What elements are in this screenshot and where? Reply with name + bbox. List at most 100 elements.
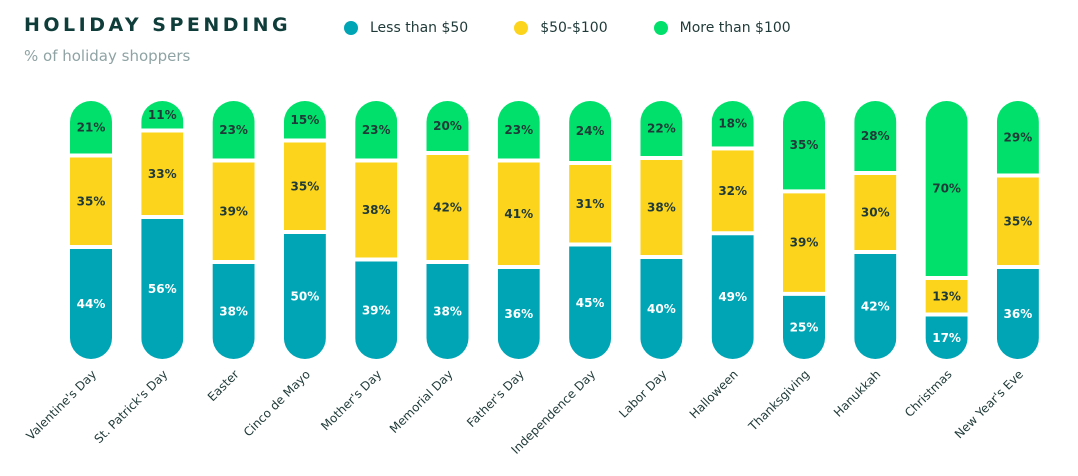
bar-segment-hanukkah-less-than-50 xyxy=(854,254,897,359)
data-label-mother-s-day-more-than-100: 23% xyxy=(362,123,391,137)
bar-segment-independence-day-less-than-50 xyxy=(569,246,612,359)
bar-segment-new-year-s-eve-less-than-50 xyxy=(996,269,1039,359)
bar-father-s-day xyxy=(497,101,540,359)
bar-segment-easter-less-than-50 xyxy=(212,264,255,359)
x-tick-label-mother-s-day: Mother's Day xyxy=(318,367,384,433)
legend-label-50-100: $50-$100 xyxy=(540,20,608,36)
bar-mother-s-day xyxy=(355,101,398,359)
bar-segment-father-s-day-less-than-50 xyxy=(497,269,540,359)
data-label-mother-s-day-50-100: 38% xyxy=(362,203,391,217)
bar-segment-mother-s-day-less-than-50 xyxy=(355,261,398,359)
bar-segment-thanksgiving-50-100 xyxy=(783,193,825,292)
data-label-valentine-s-day-less-than-50: 44% xyxy=(77,297,106,311)
x-tick-label-new-year-s-eve: New Year's Eve xyxy=(952,367,1026,441)
data-label-labor-day-50-100: 38% xyxy=(647,201,676,215)
data-label-father-s-day-less-than-50: 36% xyxy=(504,307,533,321)
data-label-christmas-less-than-50: 17% xyxy=(932,331,961,345)
bar-segment-father-s-day-50-100 xyxy=(497,162,540,265)
chart-legend: Less than $50 $50-$100 More than $100 xyxy=(344,20,837,36)
bar-halloween xyxy=(711,101,754,359)
bar-segment-valentine-s-day-more-than-100 xyxy=(70,101,112,154)
legend-swatch-less-than-50 xyxy=(344,21,358,35)
bar-thanksgiving xyxy=(783,101,825,359)
bar-segment-valentine-s-day-less-than-50 xyxy=(70,249,112,359)
data-label-valentine-s-day-50-100: 35% xyxy=(77,194,106,208)
bar-segment-hanukkah-50-100 xyxy=(854,175,897,250)
data-label-thanksgiving-more-than-100: 35% xyxy=(790,138,819,152)
data-label-independence-day-less-than-50: 45% xyxy=(576,296,605,310)
data-label-st-patrick-s-day-more-than-100: 11% xyxy=(148,108,177,122)
data-label-labor-day-more-than-100: 22% xyxy=(647,122,676,136)
bar-segment-st-patrick-s-day-50-100 xyxy=(141,132,184,215)
data-label-easter-more-than-100: 23% xyxy=(219,123,248,137)
data-label-new-year-s-eve-less-than-50: 36% xyxy=(1004,307,1033,321)
data-label-hanukkah-more-than-100: 28% xyxy=(861,129,890,143)
data-label-halloween-less-than-50: 49% xyxy=(718,290,747,304)
data-label-thanksgiving-less-than-50: 25% xyxy=(790,320,819,334)
x-tick-label-labor-day: Labor Day xyxy=(616,367,669,420)
bar-segment-mother-s-day-50-100 xyxy=(355,162,398,258)
data-label-memorial-day-more-than-100: 20% xyxy=(433,119,462,133)
data-label-st-patrick-s-day-less-than-50: 56% xyxy=(148,282,177,296)
data-label-christmas-50-100: 13% xyxy=(932,289,961,303)
bar-segment-memorial-day-more-than-100 xyxy=(426,101,469,151)
bar-segment-easter-more-than-100 xyxy=(212,101,255,159)
data-label-hanukkah-less-than-50: 42% xyxy=(861,300,890,314)
bar-segment-thanksgiving-more-than-100 xyxy=(783,101,825,190)
legend-item-more-than-100: More than $100 xyxy=(653,20,791,36)
bar-segment-cinco-de-mayo-more-than-100 xyxy=(283,101,326,139)
bar-cinco-de-mayo xyxy=(283,101,326,359)
bar-segment-labor-day-more-than-100 xyxy=(640,101,683,156)
x-tick-label-halloween: Halloween xyxy=(687,367,741,421)
data-label-cinco-de-mayo-50-100: 35% xyxy=(291,179,320,193)
x-tick-label-memorial-day: Memorial Day xyxy=(387,367,456,436)
bar-segment-halloween-50-100 xyxy=(711,150,754,232)
legend-label-more-than-100: More than $100 xyxy=(679,20,791,36)
data-label-hanukkah-50-100: 30% xyxy=(861,206,890,220)
x-tick-label-easter: Easter xyxy=(205,367,242,404)
data-label-valentine-s-day-more-than-100: 21% xyxy=(77,120,106,134)
bar-segment-halloween-more-than-100 xyxy=(711,101,754,147)
x-tick-label-st-patrick-s-day: St. Patrick's Day xyxy=(92,367,171,446)
data-label-independence-day-more-than-100: 24% xyxy=(576,124,605,138)
bar-segment-valentine-s-day-50-100 xyxy=(70,157,112,245)
data-label-st-patrick-s-day-50-100: 33% xyxy=(148,167,177,181)
bar-segment-father-s-day-more-than-100 xyxy=(497,101,540,159)
bar-memorial-day xyxy=(426,101,469,359)
data-label-father-s-day-more-than-100: 23% xyxy=(504,123,533,137)
data-label-cinco-de-mayo-more-than-100: 15% xyxy=(291,113,320,127)
bar-hanukkah xyxy=(854,101,897,359)
bar-segment-hanukkah-more-than-100 xyxy=(854,101,897,171)
bar-new-year-s-eve xyxy=(996,101,1039,359)
bar-segment-independence-day-50-100 xyxy=(569,165,612,243)
data-label-easter-less-than-50: 38% xyxy=(219,305,248,319)
x-tick-label-father-s-day: Father's Day xyxy=(464,367,527,430)
bar-segment-halloween-less-than-50 xyxy=(711,235,754,359)
chart-title: HOLIDAY SPENDING xyxy=(24,14,292,36)
legend-item-50-100: $50-$100 xyxy=(514,20,608,36)
bar-segment-christmas-less-than-50 xyxy=(925,316,968,359)
data-label-father-s-day-50-100: 41% xyxy=(504,207,533,221)
data-label-new-year-s-eve-50-100: 35% xyxy=(1004,214,1033,228)
legend-item-less-than-50: Less than $50 xyxy=(344,20,468,36)
legend-swatch-50-100 xyxy=(514,21,529,35)
bar-segment-independence-day-more-than-100 xyxy=(569,101,612,161)
bar-segment-st-patrick-s-day-less-than-50 xyxy=(141,219,184,359)
data-label-cinco-de-mayo-less-than-50: 50% xyxy=(291,290,320,304)
bar-segment-memorial-day-50-100 xyxy=(426,155,469,260)
data-label-labor-day-less-than-50: 40% xyxy=(647,302,676,316)
bar-segment-new-year-s-eve-more-than-100 xyxy=(996,101,1039,174)
bar-segment-cinco-de-mayo-50-100 xyxy=(283,142,326,230)
data-label-thanksgiving-50-100: 39% xyxy=(790,236,819,250)
x-tick-label-cinco-de-mayo: Cinco de Mayo xyxy=(241,367,313,439)
bar-segment-christmas-50-100 xyxy=(925,280,968,313)
bar-independence-day xyxy=(569,101,612,359)
x-tick-label-christmas: Christmas xyxy=(902,367,955,420)
bar-segment-labor-day-50-100 xyxy=(640,160,683,255)
bar-easter xyxy=(212,101,255,359)
bar-segment-mother-s-day-more-than-100 xyxy=(355,101,398,159)
data-label-mother-s-day-less-than-50: 39% xyxy=(362,303,391,317)
bar-st-patrick-s-day xyxy=(141,101,184,359)
data-label-easter-50-100: 39% xyxy=(219,204,248,218)
